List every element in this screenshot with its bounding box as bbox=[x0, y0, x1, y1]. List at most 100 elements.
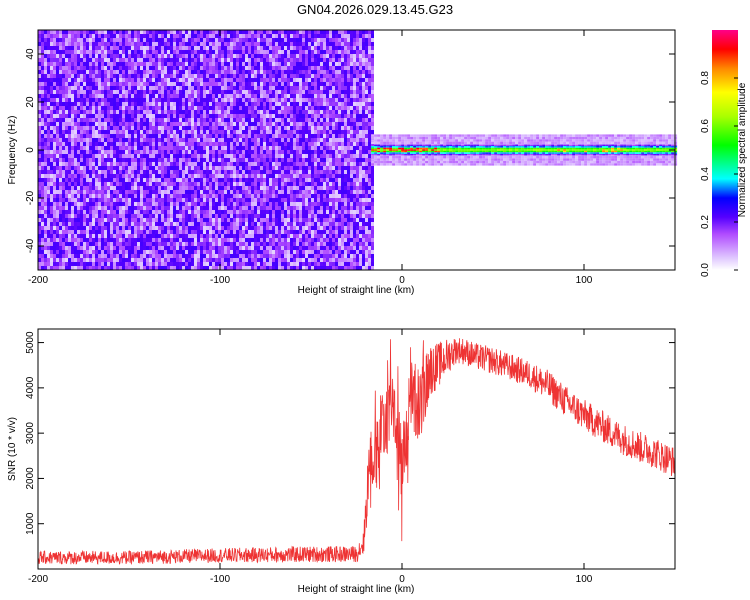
heatmap-cell bbox=[173, 34, 176, 38]
heatmap-cell bbox=[86, 130, 89, 134]
heatmap-cell bbox=[227, 166, 230, 170]
heatmap-cell bbox=[77, 258, 80, 262]
heatmap-cell bbox=[275, 122, 278, 126]
heatmap-cell bbox=[110, 242, 113, 246]
heatmap-cell bbox=[152, 58, 155, 62]
heatmap-cell bbox=[209, 250, 212, 254]
heatmap-cell bbox=[65, 78, 68, 82]
heatmap-cell bbox=[284, 118, 287, 122]
heatmap-cell bbox=[275, 166, 278, 170]
heatmap-cell bbox=[167, 130, 170, 134]
heatmap-cell bbox=[38, 138, 41, 142]
heatmap-cell bbox=[92, 94, 95, 98]
heatmap-cell bbox=[251, 134, 254, 138]
heatmap-cell bbox=[269, 202, 272, 206]
heatmap-cell bbox=[269, 198, 272, 202]
heatmap-cell bbox=[197, 194, 200, 198]
heatmap-cell bbox=[83, 238, 86, 242]
heatmap-cell bbox=[41, 242, 44, 246]
heatmap-cell bbox=[203, 138, 206, 142]
heatmap-cell bbox=[116, 242, 119, 246]
heatmap-cell bbox=[272, 166, 275, 170]
heatmap-cell bbox=[140, 130, 143, 134]
heatmap-cell bbox=[80, 258, 83, 262]
heatmap-cell bbox=[53, 90, 56, 94]
heatmap-cell bbox=[53, 42, 56, 46]
heatmap-cell bbox=[284, 82, 287, 86]
heatmap-cell bbox=[194, 74, 197, 78]
heatmap-cell bbox=[212, 158, 215, 162]
heatmap-cell bbox=[224, 122, 227, 126]
heatmap-cell bbox=[44, 50, 47, 54]
heatmap-cell bbox=[110, 206, 113, 210]
heatmap-cell bbox=[98, 174, 101, 178]
heatmap-cell bbox=[131, 118, 134, 122]
heatmap-cell bbox=[176, 110, 179, 114]
heatmap-cell bbox=[68, 90, 71, 94]
heatmap-cell bbox=[212, 50, 215, 54]
heatmap-cell bbox=[101, 154, 104, 158]
heatmap-cell bbox=[167, 154, 170, 158]
heatmap-cell bbox=[230, 226, 233, 230]
heatmap-cell bbox=[149, 34, 152, 38]
heatmap-cell bbox=[176, 262, 179, 266]
heatmap-cell bbox=[167, 222, 170, 226]
heatmap-cell bbox=[176, 230, 179, 234]
heatmap-cell bbox=[56, 194, 59, 198]
heatmap-cell bbox=[68, 146, 71, 150]
heatmap-cell bbox=[200, 266, 203, 270]
heatmap-cell bbox=[164, 74, 167, 78]
heatmap-cell bbox=[206, 234, 209, 238]
heatmap-cell bbox=[92, 202, 95, 206]
heatmap-cell bbox=[281, 58, 284, 62]
heatmap-cell bbox=[122, 58, 125, 62]
heatmap-cell bbox=[146, 222, 149, 226]
heatmap-cell bbox=[221, 254, 224, 258]
heatmap-cell bbox=[155, 238, 158, 242]
heatmap-cell bbox=[239, 190, 242, 194]
heatmap-cell bbox=[224, 186, 227, 190]
heatmap-cell bbox=[203, 66, 206, 70]
heatmap-cell bbox=[170, 202, 173, 206]
heatmap-cell bbox=[113, 82, 116, 86]
heatmap-cell bbox=[77, 142, 80, 146]
heatmap-cell bbox=[197, 198, 200, 202]
heatmap-cell bbox=[89, 250, 92, 254]
heatmap-cell bbox=[215, 234, 218, 238]
heatmap-cell bbox=[182, 62, 185, 66]
heatmap-cell bbox=[197, 54, 200, 58]
heatmap-cell bbox=[182, 82, 185, 86]
heatmap-cell bbox=[155, 154, 158, 158]
heatmap-cell bbox=[62, 90, 65, 94]
heatmap-cell bbox=[257, 30, 260, 34]
heatmap-cell bbox=[173, 30, 176, 34]
heatmap-cell bbox=[197, 206, 200, 210]
heatmap-cell bbox=[101, 94, 104, 98]
heatmap-cell bbox=[101, 110, 104, 114]
heatmap-cell bbox=[176, 78, 179, 82]
heatmap-cell bbox=[62, 62, 65, 66]
heatmap-cell bbox=[116, 202, 119, 206]
heatmap-cell bbox=[137, 74, 140, 78]
heatmap-cell bbox=[194, 38, 197, 42]
heatmap-cell bbox=[74, 58, 77, 62]
heatmap-cell bbox=[92, 118, 95, 122]
heatmap-cell bbox=[146, 242, 149, 246]
heatmap-cell bbox=[209, 222, 212, 226]
heatmap-cell bbox=[266, 186, 269, 190]
heatmap-cell bbox=[263, 154, 266, 158]
heatmap-cell bbox=[221, 246, 224, 250]
heatmap-cell bbox=[143, 218, 146, 222]
heatmap-cell bbox=[170, 262, 173, 266]
heatmap-cell bbox=[215, 246, 218, 250]
heatmap-cell bbox=[158, 234, 161, 238]
heatmap-cell bbox=[80, 74, 83, 78]
heatmap-cell bbox=[41, 58, 44, 62]
heatmap-cell bbox=[212, 70, 215, 74]
heatmap-cell bbox=[143, 246, 146, 250]
heatmap-cell bbox=[257, 62, 260, 66]
heatmap-cell bbox=[83, 202, 86, 206]
heatmap-cell bbox=[56, 142, 59, 146]
heatmap-cell bbox=[155, 222, 158, 226]
heatmap-cell bbox=[50, 30, 53, 34]
